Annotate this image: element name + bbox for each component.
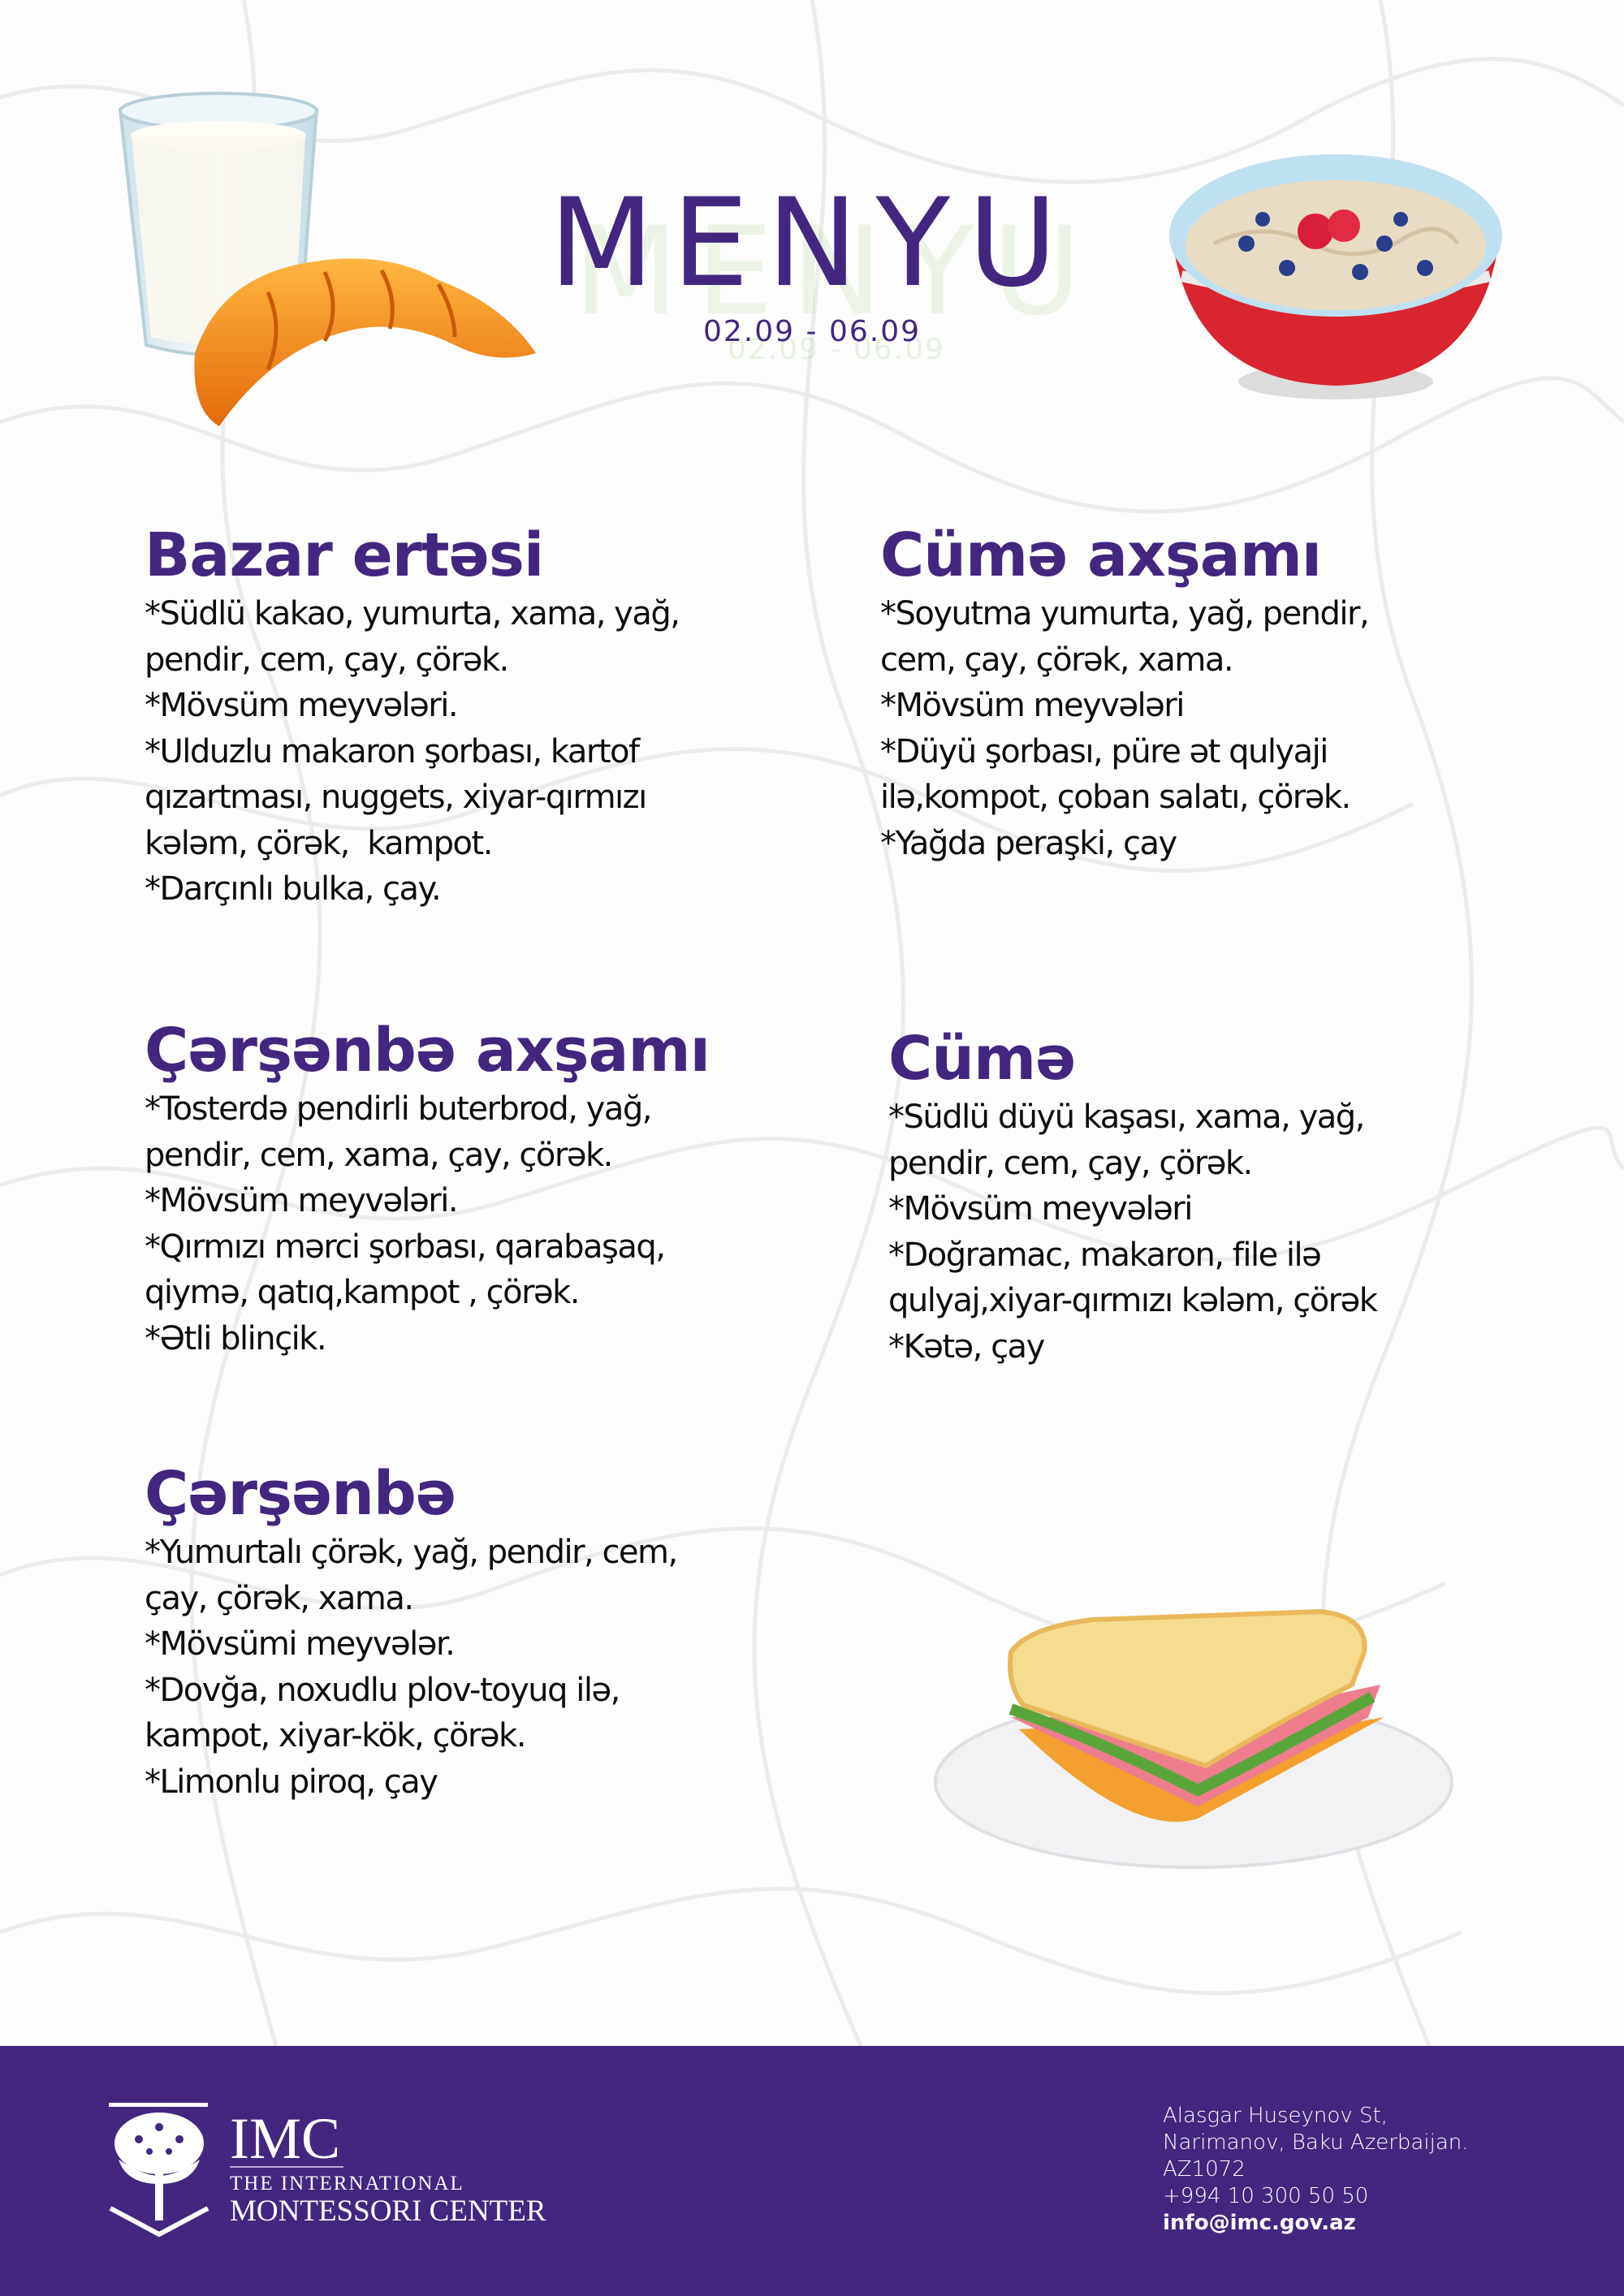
menu-line: qulyaj,xiyar-qırmızı kələm, çörək: [888, 1282, 1378, 1319]
menu-line: *Mövsüm meyvələri.: [145, 687, 459, 724]
menu-line: *Südlü düyü kaşası, xama, yağ,: [888, 1098, 1365, 1136]
menu-line: *Doğramac, makaron, file ilə: [888, 1236, 1322, 1274]
day-heading: Bazar ertəsi: [145, 520, 544, 590]
menu-line: *Ulduzlu makaron şorbası, kartof: [145, 732, 640, 770]
menu-line: kələm, çörək, kampot.: [145, 824, 493, 862]
logo-name: IMC: [230, 2106, 341, 2171]
day-heading: Cümə: [888, 1024, 1076, 1094]
logo-subtitle-line1: THE INTERNATIONAL: [230, 2173, 464, 2195]
menu-line: *Mövsüm meyvələri.: [145, 1182, 459, 1219]
menu-line: *Mövsümi meyvələr.: [145, 1625, 456, 1663]
oatmeal-bowl-image: [1169, 154, 1502, 399]
menu-line: qiymə, qatıq,kampot , çörək.: [145, 1274, 581, 1311]
menu-line: *Yağda peraşki, çay: [880, 824, 1177, 862]
email-link[interactable]: info@imc.gov.az: [1163, 2211, 1356, 2235]
menu-line: pendir, cem, çay, çörək.: [145, 641, 509, 679]
menu-line: *Dovğa, noxudlu plov-toyuq ilə,: [145, 1671, 620, 1709]
day-heading: Çərşənbə: [145, 1459, 456, 1529]
menu-line: *Yumurtalı çörək, yağ, pendir, cem,: [145, 1534, 678, 1571]
address-line2: Narimanov, Baku Azerbaijan.: [1163, 2130, 1469, 2155]
footer-bar: [0, 2046, 1624, 2296]
menu-line: *Mövsüm meyvələri: [888, 1190, 1193, 1228]
page-title: MENYU: [549, 173, 1075, 314]
day-section-tuesday: Çərşənbə axşamı *Tosterdə pendirli buter…: [145, 1015, 810, 1362]
day-heading: Cümə axşamı: [880, 520, 1322, 590]
menu-line: çay, çörək, xama.: [145, 1579, 414, 1617]
menu-line: *Limonlu piroq, çay: [145, 1763, 438, 1801]
menu-line: *Südlü kakao, yumurta, xama, yağ,: [145, 595, 680, 632]
day-section-monday: Bazar ertəsi *Südlü kakao, yumurta, xama…: [145, 520, 810, 913]
phone-number[interactable]: +994 10 300 50 50: [1163, 2184, 1369, 2208]
menu-line: *Qırmızı mərci şorbası, qarabaşaq,: [145, 1228, 666, 1266]
menu-line: *Tosterdə pendirli buterbrod, yağ,: [145, 1090, 652, 1128]
date-range: 02.09 - 06.09: [703, 315, 921, 348]
day-section-friday: Cümə *Südlü düyü kaşası, xama, yağ, pend…: [888, 1023, 1554, 1370]
title-shadow: MENYU: [573, 201, 1099, 343]
menu-line: pendir, cem, çay, çörək.: [888, 1144, 1253, 1182]
menu-line: kampot, xiyar-kök, çörək.: [145, 1717, 526, 1754]
menu-line: *Kətə, çay: [888, 1327, 1045, 1366]
contact-block: Alasgar Huseynov St, Narimanov, Baku Aze…: [1163, 2103, 1469, 2237]
menu-line: *Ətli blinçik.: [145, 1319, 327, 1357]
date-range-shadow: 02.09 - 06.09: [728, 333, 945, 366]
menu-line: ilə,kompot, çoban salatı, çörək.: [880, 779, 1351, 816]
menu-line: *Soyutma yumurta, yağ, pendir,: [880, 595, 1370, 632]
tree-shield-logo-icon: [109, 2103, 209, 2237]
day-heading: Çərşənbə axşamı: [145, 1016, 710, 1085]
logo-subtitle-line2: MONTESSORI CENTER: [230, 2195, 546, 2228]
menu-line: *Darçınlı bulka, çay.: [145, 870, 442, 908]
menu-line: pendir, cem, xama, çay, çörək.: [145, 1136, 613, 1174]
sandwich-image: [934, 1608, 1453, 1869]
address-line1: Alasgar Huseynov St,: [1163, 2104, 1388, 2128]
menu-line: qızartması, nuggets, xiyar-qırmızı: [145, 779, 647, 816]
menu-line: *Düyü şorbası, püre ət qulyaji: [880, 732, 1328, 770]
menu-line: *Mövsüm meyvələri: [880, 687, 1185, 724]
menu-line: cem, çay, çörək, xama.: [880, 641, 1234, 679]
day-section-thursday: Cümə axşamı *Soyutma yumurta, yağ, pendi…: [880, 520, 1546, 866]
milk-glass-and-croissant-image: [118, 92, 536, 426]
day-section-wednesday: Çərşənbə *Yumurtalı çörək, yağ, pendir, …: [145, 1458, 810, 1805]
logo-divider: [230, 2166, 343, 2168]
postal-code: AZ1072: [1163, 2157, 1246, 2182]
